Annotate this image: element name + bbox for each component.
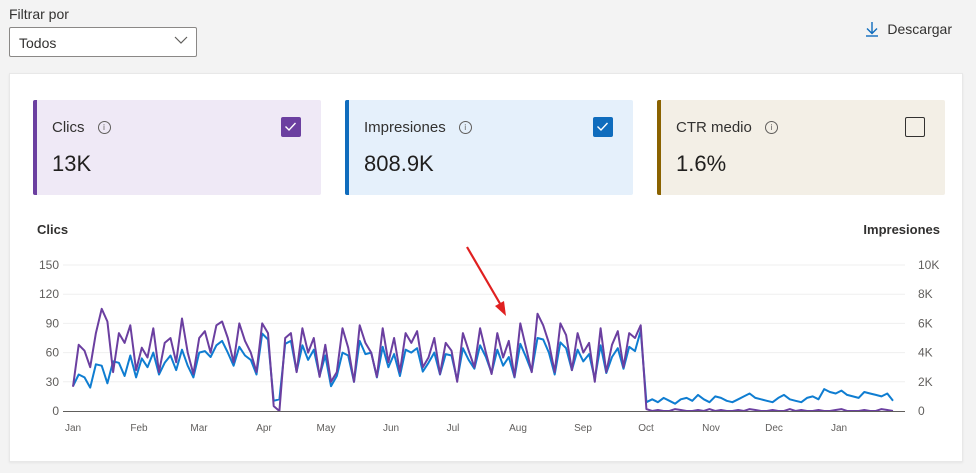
filter-selected-value: Todos (19, 35, 57, 51)
card-value: 13K (52, 151, 92, 176)
series-line-clics (72, 307, 894, 412)
x-tick-label: Jul (447, 423, 460, 434)
y-left-tick-label: 0 (52, 404, 59, 418)
x-tick-label: Jun (383, 423, 399, 434)
x-tick-label: Feb (130, 423, 148, 434)
card-title: Impresiones (364, 119, 446, 136)
y-left-tick-label: 150 (39, 258, 59, 272)
y-right-tick-label: 10K (918, 258, 939, 272)
y-right-tick-label: 0 (918, 404, 925, 418)
ctr-checkbox[interactable] (905, 117, 925, 137)
y-right-tick-label: 4K (918, 346, 933, 360)
chevron-down-icon (174, 36, 188, 44)
x-tick-label: Oct (638, 423, 654, 434)
card-accent-bar (33, 100, 37, 195)
card-accent-bar (345, 100, 349, 195)
info-icon[interactable]: i (97, 121, 111, 134)
x-tick-label: Mar (190, 423, 208, 434)
info-icon[interactable]: i (764, 121, 778, 134)
metric-card-ctr[interactable]: CTR medio i 1.6% (657, 100, 945, 195)
card-title: Clics (52, 119, 85, 136)
card-value: 1.6% (676, 151, 727, 176)
x-tick-label: Nov (702, 423, 720, 434)
card-accent-bar (657, 100, 661, 195)
x-tick-label: Sep (574, 423, 592, 434)
filter-label: Filtrar por (9, 6, 69, 22)
y-left-tick-label: 30 (46, 375, 60, 389)
x-tick-label: Jan (65, 423, 81, 434)
card-value: 808.9K (364, 151, 434, 176)
checkmark-icon (285, 122, 297, 132)
y-right-tick-label: 2K (918, 375, 933, 389)
x-tick-label: Aug (509, 423, 527, 434)
y-left-tick-label: 90 (46, 316, 60, 330)
left-axis-title: Clics (37, 222, 69, 237)
checkmark-icon (597, 122, 609, 132)
x-tick-label: Apr (256, 423, 272, 434)
series-line-impresiones (72, 329, 894, 405)
download-icon (866, 22, 879, 37)
y-left-tick-label: 60 (46, 346, 60, 360)
filter-dropdown[interactable]: Todos (9, 27, 197, 57)
clics-checkbox[interactable] (281, 117, 301, 137)
y-right-tick-label: 6K (918, 316, 933, 330)
card-title: CTR medio (676, 119, 752, 136)
y-left-tick-label: 120 (39, 287, 59, 301)
info-icon[interactable]: i (458, 121, 472, 134)
impresiones-checkbox[interactable] (593, 117, 613, 137)
metric-card-impresiones[interactable]: Impresiones i 808.9K (345, 100, 633, 195)
download-label: Descargar (887, 21, 952, 37)
x-tick-label: May (317, 423, 336, 434)
right-axis-title: Impresiones (863, 222, 940, 237)
x-tick-label: Jan (831, 423, 847, 434)
annotation-arrow-shaft (466, 246, 503, 308)
y-right-tick-label: 8K (918, 287, 933, 301)
annotation-arrow-head (495, 301, 506, 316)
performance-panel: Clics i 13K Impresiones i 808.9K CTR medio… (9, 73, 963, 462)
x-tick-label: Dec (765, 423, 783, 434)
metric-card-clics[interactable]: Clics i 13K (33, 100, 321, 195)
download-button[interactable]: Descargar (865, 21, 952, 37)
